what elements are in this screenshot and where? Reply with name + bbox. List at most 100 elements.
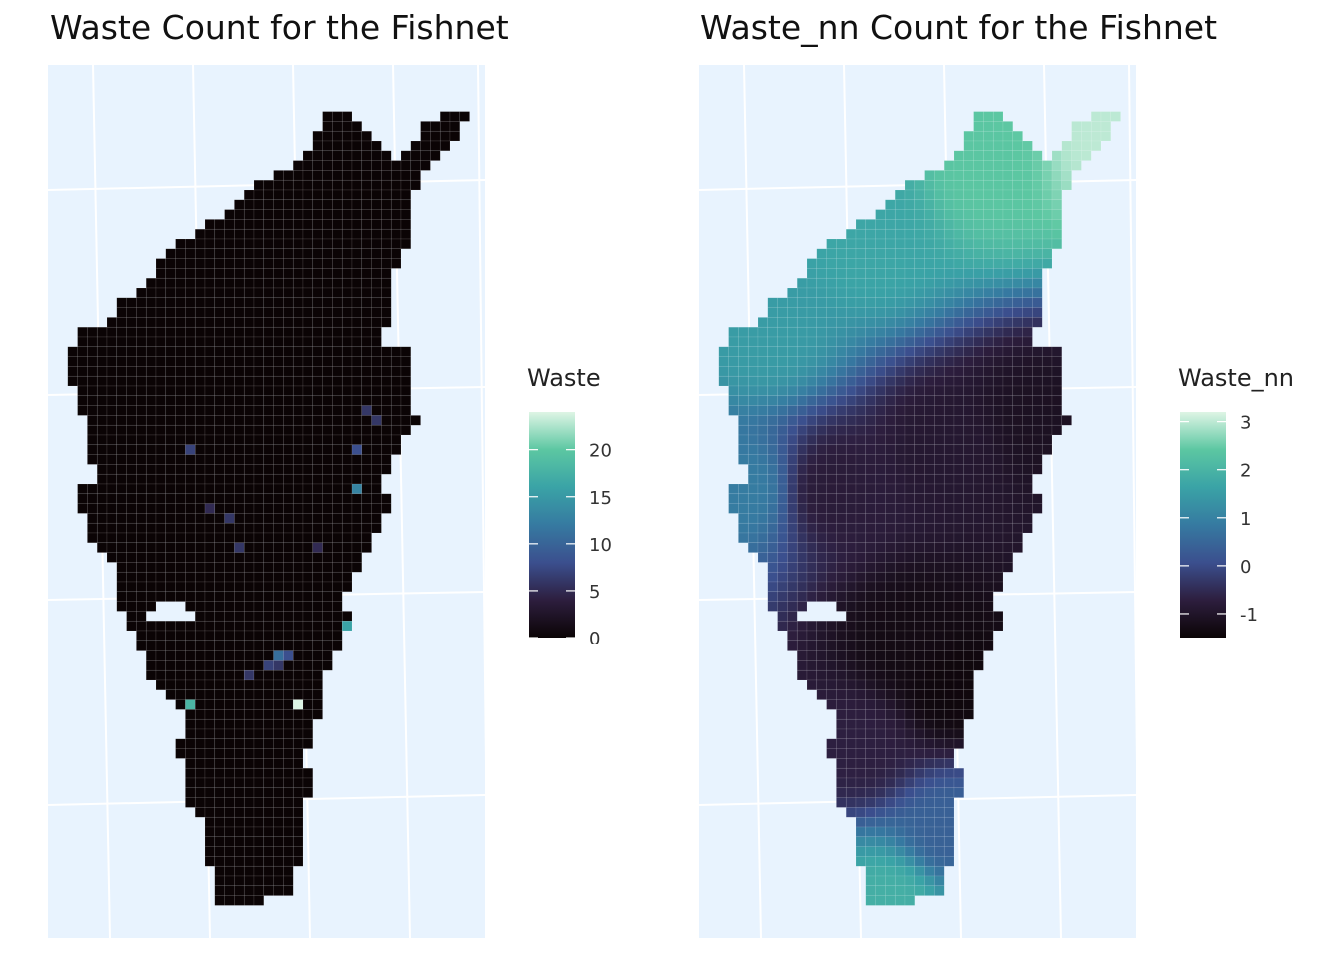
fishnet-cell xyxy=(204,238,216,250)
fishnet-cell xyxy=(302,640,314,651)
fishnet-cell xyxy=(983,444,994,455)
fishnet-cell xyxy=(983,277,994,289)
fishnet-cell xyxy=(934,179,945,191)
fishnet-cell xyxy=(292,209,304,220)
fishnet-cell xyxy=(136,571,147,583)
fishnet-cell xyxy=(983,238,994,250)
fishnet-cell xyxy=(787,532,798,544)
fishnet-cell xyxy=(904,620,916,632)
fishnet-cell xyxy=(224,571,235,583)
fishnet-cell xyxy=(224,895,235,906)
fishnet-cell xyxy=(302,503,314,514)
fishnet-cell xyxy=(136,581,147,593)
fishnet-cell xyxy=(283,611,294,622)
fishnet-cell xyxy=(263,277,274,289)
fishnet-cell xyxy=(1012,522,1023,534)
fishnet-cell xyxy=(924,248,935,259)
fishnet-cell xyxy=(787,513,798,524)
fishnet-cell xyxy=(865,522,876,534)
fishnet-cell xyxy=(885,640,896,651)
fishnet-cell xyxy=(351,375,363,387)
fishnet-cell xyxy=(963,522,974,534)
fishnet-cell xyxy=(934,777,945,789)
fishnet-cell xyxy=(1041,424,1053,436)
fishnet-cell xyxy=(371,199,382,210)
fishnet-cell xyxy=(155,444,167,455)
fishnet-cell xyxy=(273,630,284,642)
fishnet-cell xyxy=(214,238,225,250)
fishnet-cell xyxy=(292,277,304,289)
fishnet-cell xyxy=(322,532,333,544)
fishnet-cell xyxy=(400,160,412,171)
fishnet-cell xyxy=(175,356,186,367)
fishnet-cell xyxy=(361,366,372,377)
fishnet-cell xyxy=(973,415,984,426)
fishnet-cell xyxy=(292,856,304,867)
fishnet-cell xyxy=(885,424,896,436)
fishnet-cell xyxy=(865,650,876,661)
fishnet-cell xyxy=(924,434,935,446)
fishnet-cell xyxy=(924,395,935,406)
fishnet-cell xyxy=(1022,493,1033,504)
fishnet-cell xyxy=(894,326,906,338)
fishnet-cell xyxy=(914,346,925,357)
fishnet-cell xyxy=(943,228,955,240)
fishnet-cell xyxy=(953,787,965,798)
fishnet-cell xyxy=(875,807,886,818)
fishnet-cell xyxy=(126,620,137,632)
fishnet-cell xyxy=(865,287,876,299)
fishnet-cell xyxy=(885,238,896,250)
fishnet-cell xyxy=(253,816,265,828)
fishnet-cell xyxy=(214,444,225,455)
fishnet-cell xyxy=(263,748,274,759)
fishnet-cell xyxy=(351,150,363,161)
fishnet-cell xyxy=(885,228,896,240)
fishnet-cell xyxy=(302,336,314,348)
fishnet-cell xyxy=(904,209,916,220)
fishnet-cell xyxy=(943,620,955,632)
fishnet-cell xyxy=(904,326,916,338)
fishnet-cell xyxy=(273,611,284,622)
fishnet-cell xyxy=(224,856,235,867)
fishnet-cell xyxy=(904,679,916,691)
fishnet-cell xyxy=(845,415,857,426)
fishnet-cell xyxy=(894,434,906,446)
fishnet-cell xyxy=(826,385,837,397)
fishnet-cell xyxy=(904,826,916,838)
fishnet-cell xyxy=(234,885,245,896)
fishnet-cell xyxy=(934,473,945,485)
fishnet-cell xyxy=(738,522,749,534)
fishnet-cell xyxy=(155,581,167,593)
fishnet-cell xyxy=(312,709,323,720)
fishnet-cell xyxy=(875,571,886,583)
fishnet-cell xyxy=(96,522,108,534)
map-waste-nn[interactable] xyxy=(699,65,1136,938)
fishnet-cell xyxy=(1041,228,1053,240)
fishnet-cell xyxy=(1041,160,1053,171)
fishnet-cell xyxy=(934,493,945,504)
fishnet-cell xyxy=(185,620,196,632)
fishnet-cell xyxy=(155,571,167,583)
fishnet-cell xyxy=(836,571,847,583)
fishnet-cell xyxy=(953,601,965,612)
fishnet-cell xyxy=(992,522,1004,534)
fishnet-cell xyxy=(836,669,847,681)
map-waste[interactable] xyxy=(48,65,485,938)
fishnet-cell xyxy=(185,248,196,259)
fishnet-cell xyxy=(253,189,265,201)
fishnet-cell xyxy=(155,454,167,465)
fishnet-cell xyxy=(983,297,994,308)
fishnet-cell xyxy=(204,395,216,406)
fishnet-cell xyxy=(253,385,265,397)
fishnet-cell xyxy=(963,356,974,367)
fishnet-cell xyxy=(341,552,353,563)
fishnet-cell xyxy=(894,797,906,808)
fishnet-cell xyxy=(302,620,314,632)
fishnet-cell xyxy=(312,248,323,259)
fishnet-cell xyxy=(806,650,818,661)
fishnet-cell xyxy=(885,581,896,593)
fishnet-cell xyxy=(390,248,402,259)
fishnet-cell xyxy=(263,189,274,201)
fishnet-cell xyxy=(1051,385,1063,397)
fishnet-cell xyxy=(224,699,235,710)
